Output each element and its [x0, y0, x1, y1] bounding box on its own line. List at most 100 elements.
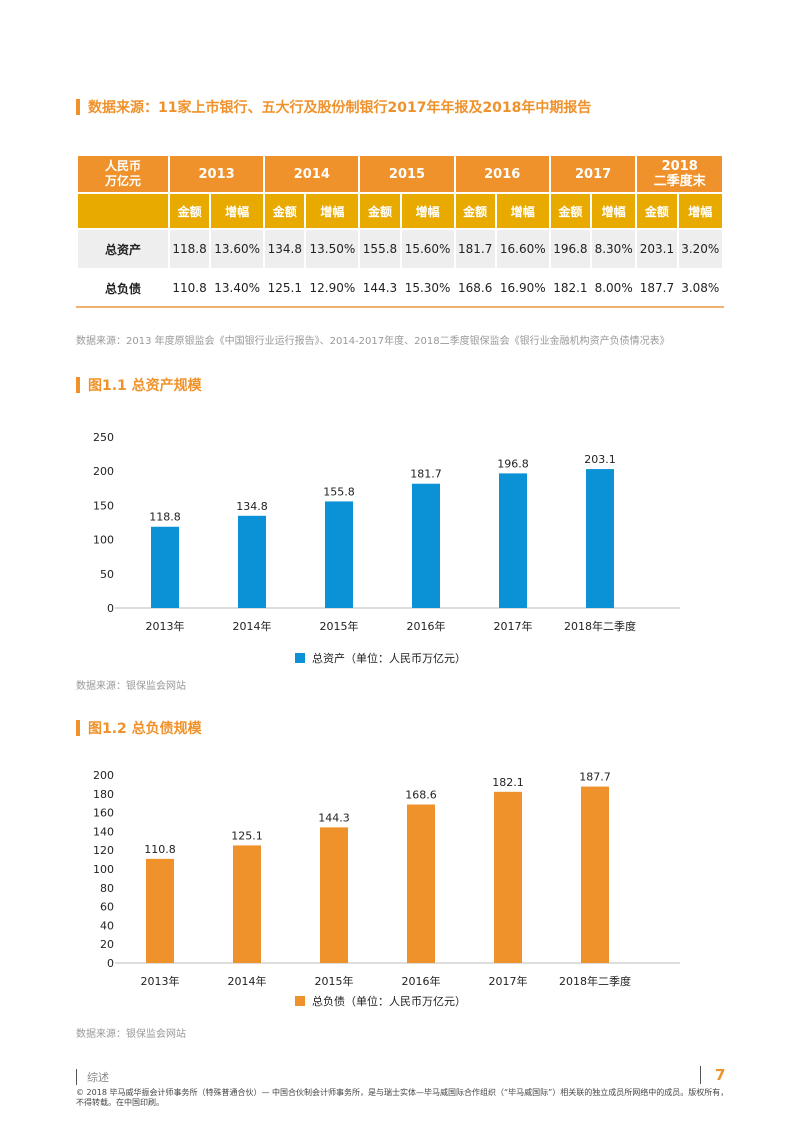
heading-text: 数据来源：11家上市银行、五大行及股份制银行2017年年报及2018年中期报告	[88, 100, 592, 116]
y-tick-label: 200	[93, 465, 114, 478]
data-label: 196.8	[497, 457, 529, 470]
bar	[586, 469, 614, 608]
bar	[238, 515, 266, 608]
table-cell: 155.8	[358, 228, 402, 270]
section-heading: 数据来源：11家上市银行、五大行及股份制银行2017年年报及2018年中期报告	[76, 97, 591, 117]
bar	[146, 858, 174, 963]
subheader: 金额	[358, 192, 402, 230]
data-label: 118.8	[149, 511, 181, 524]
subheader: 金额	[263, 192, 307, 230]
chart1-title-text: 图1.1 总资产规模	[88, 378, 202, 394]
x-tick-label: 2018年二季度	[559, 974, 631, 988]
year-header: 2018 二季度末	[635, 154, 724, 194]
data-label: 182.1	[492, 776, 524, 789]
table-cell: 13.50%	[304, 228, 361, 270]
chart-total-liabilities: 0 20 40 60 80 100 120 140 160 180 200 110.8 2013年 125…	[93, 769, 680, 1008]
y-tick-label: 20	[100, 938, 114, 951]
footer-section: 综述	[76, 1069, 109, 1085]
table-cell: 15.60%	[399, 228, 456, 270]
chart1-title: 图1.1 总资产规模	[76, 375, 202, 395]
y-tick-label: 60	[100, 901, 114, 914]
chart2-title: 图1.2 总负债规模	[76, 718, 202, 738]
y-tick-label: 100	[93, 863, 114, 876]
bar	[412, 483, 440, 608]
bar	[581, 786, 609, 963]
y-tick-label: 50	[100, 568, 114, 581]
y-tick-label: 250	[93, 431, 114, 444]
year-header: 2013	[167, 154, 266, 194]
y-tick-label: 180	[93, 788, 114, 801]
data-label: 181.7	[410, 468, 442, 481]
table-cell: 134.8	[263, 228, 307, 270]
table-cell: 125.1	[263, 268, 307, 308]
year-header: 2017	[548, 154, 638, 194]
bar	[151, 526, 179, 608]
subheader: 增幅	[676, 192, 724, 230]
x-tick-label: 2015年	[320, 619, 359, 633]
data-label: 144.3	[318, 811, 350, 824]
table-cell: 182.1	[548, 268, 592, 308]
table-source: 数据来源：2013 年度原银监会《中国银行业运行报告》、2014-2017年度、…	[76, 336, 670, 347]
table-cell: 13.60%	[209, 228, 266, 270]
data-table: 人民币 万亿元 2013 2014 2015 2016 2017 2018 二季…	[76, 154, 724, 308]
y-tick-label: 120	[93, 844, 114, 857]
legend-label: 总负债（单位：人民币万亿元）	[312, 994, 466, 1008]
blank-cell	[76, 192, 170, 230]
table-cell: 203.1	[635, 228, 679, 270]
data-label: 187.7	[579, 771, 611, 784]
page-number: 7	[700, 1066, 725, 1084]
x-tick-label: 2013年	[141, 974, 180, 988]
row-label: 总资产	[76, 228, 170, 270]
data-label: 155.8	[323, 485, 355, 498]
subheader: 金额	[453, 192, 497, 230]
legend-swatch	[295, 996, 305, 1006]
data-label: 125.1	[231, 829, 263, 842]
table-cell: 16.60%	[494, 228, 551, 270]
year-header: 2016	[453, 154, 551, 194]
y-tick-label: 200	[93, 769, 114, 782]
bar	[494, 791, 522, 963]
y-tick-label: 80	[100, 882, 114, 895]
year-header: 2014	[263, 154, 361, 194]
subheader: 金额	[635, 192, 679, 230]
subheader: 增幅	[494, 192, 551, 230]
bar	[407, 804, 435, 963]
chart2-title-text: 图1.2 总负债规模	[88, 721, 202, 737]
data-label: 168.6	[405, 789, 437, 802]
x-tick-label: 2017年	[489, 974, 528, 988]
x-tick-label: 2018年二季度	[564, 619, 636, 633]
table-cell: 168.6	[453, 268, 497, 308]
table-cell: 8.30%	[589, 228, 638, 270]
y-tick-label: 40	[100, 919, 114, 932]
bar	[233, 845, 261, 963]
subheader: 增幅	[209, 192, 266, 230]
bar	[325, 501, 353, 608]
subheader: 增幅	[399, 192, 456, 230]
table-cell: 8.00%	[589, 268, 638, 308]
table-cell: 15.30%	[399, 268, 456, 308]
subheader: 增幅	[589, 192, 638, 230]
subheader: 金额	[548, 192, 592, 230]
corner-header: 人民币 万亿元	[76, 154, 170, 194]
bar	[320, 827, 348, 963]
copyright: © 2018 毕马威华振会计师事务所（特殊普通合伙）— 中国合伙制会计师事务所，…	[76, 1088, 729, 1107]
legend-swatch	[295, 653, 305, 663]
data-label: 134.8	[236, 500, 268, 513]
table-cell: 3.20%	[676, 228, 724, 270]
x-tick-label: 2016年	[407, 619, 446, 633]
row-label: 总负债	[76, 268, 170, 308]
bar	[499, 473, 527, 608]
legend-label: 总资产（单位：人民币万亿元）	[312, 651, 466, 665]
x-tick-label: 2016年	[402, 974, 441, 988]
table-cell: 144.3	[358, 268, 402, 308]
table-cell: 110.8	[167, 268, 212, 308]
table-cell: 196.8	[548, 228, 592, 270]
subheader: 增幅	[304, 192, 361, 230]
data-label: 203.1	[584, 453, 616, 466]
y-tick-label: 0	[107, 602, 114, 615]
table-cell: 181.7	[453, 228, 497, 270]
table-cell: 12.90%	[304, 268, 361, 308]
year-header: 2015	[358, 154, 456, 194]
table-cell: 3.08%	[676, 268, 724, 308]
